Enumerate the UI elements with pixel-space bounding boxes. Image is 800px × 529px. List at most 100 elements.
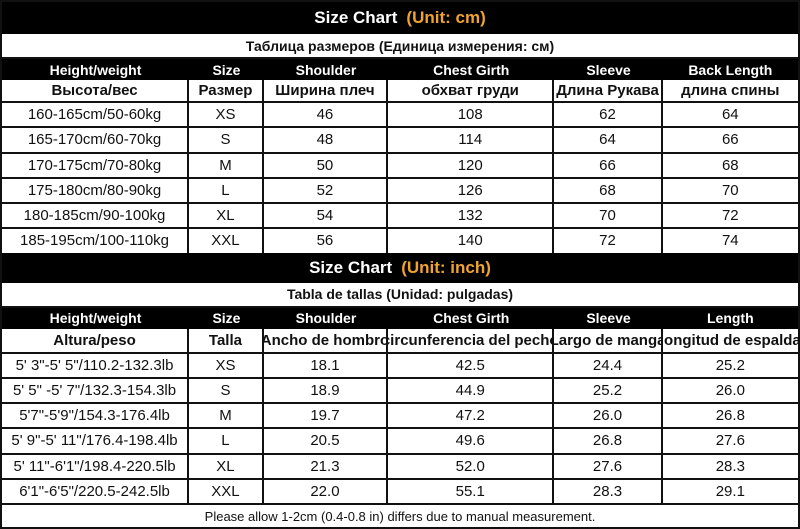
cm-col-header-ru-back-length: длина спины — [681, 82, 780, 99]
cell: L — [189, 178, 264, 202]
inch-title-text: Size Chart — [309, 257, 393, 277]
cell: 132 — [388, 204, 555, 228]
inch-col-header-length: Length — [706, 310, 754, 326]
table-row: 175-180cm/80-90kg L 52 126 68 70 — [2, 178, 798, 204]
cm-col-header-shoulder: Shoulder — [295, 61, 357, 78]
cm-col-header-ru-size: Размер — [189, 80, 264, 101]
cell: 120 — [388, 153, 555, 177]
cell: 126 — [388, 178, 555, 202]
cell: 64 — [554, 128, 663, 152]
inch-col-header-es-length: longitud de espalda — [662, 331, 798, 349]
cell: 26.0 — [554, 404, 663, 428]
table-row: 165-170cm/60-70kg S 48 114 64 66 — [2, 128, 798, 154]
cm-subtitle-ru: Таблица размеров (Единица измерения: см) — [2, 34, 798, 59]
cell: 28.3 — [554, 479, 663, 503]
inch-header-row-en: Height/weight Size Shoulder Chest Girth … — [2, 307, 798, 329]
cell: 26.8 — [554, 429, 663, 453]
cell: 180-185cm/90-100kg — [2, 204, 190, 228]
cell: 47.2 — [388, 404, 555, 428]
inch-header-row-es: Altura/peso Talla Ancho de hombro circun… — [2, 328, 798, 354]
cell: 5' 5" -5' 7"/132.3-154.3lb — [2, 378, 190, 402]
cm-col-header-size: Size — [212, 61, 241, 78]
inch-col-header-es-sleeve: Largo de manga — [554, 328, 663, 352]
cell: 54 — [264, 204, 389, 228]
cell: 6'1"-6'5"/220.5-242.5lb — [2, 479, 190, 503]
table-row: 5' 3"-5' 5"/110.2-132.3lb XS 18.1 42.5 2… — [2, 353, 798, 379]
cell: 52.0 — [388, 454, 555, 478]
cell: 19.7 — [264, 404, 389, 428]
cell: 21.3 — [264, 454, 389, 478]
cell: 74 — [721, 232, 739, 250]
inch-table-body: 5' 3"-5' 5"/110.2-132.3lb XS 18.1 42.5 2… — [2, 353, 798, 503]
cell: 56 — [264, 229, 389, 253]
inch-col-header-sleeve: Sleeve — [586, 310, 631, 326]
cell: 49.6 — [388, 429, 555, 453]
cell: 50 — [264, 153, 389, 177]
inch-col-header-height-weight: Height/weight — [49, 310, 142, 326]
cm-header-row-en: Height/weight Size Shoulder Chest Girth … — [2, 59, 798, 80]
cm-table-body: 160-165cm/50-60kg XS 46 108 62 64 165-17… — [2, 103, 798, 253]
cell: 27.6 — [554, 454, 663, 478]
cm-title-bar: Size Chart (Unit: cm) — [2, 2, 798, 34]
cell: 5' 11"-6'1"/198.4-220.5lb — [2, 454, 190, 478]
cell: 140 — [388, 229, 555, 253]
cell: 66 — [721, 131, 739, 149]
inch-unit-label: (Unit: inch) — [401, 257, 491, 277]
cell: XXL — [189, 479, 264, 503]
cell: 18.9 — [264, 378, 389, 402]
cell: 66 — [554, 153, 663, 177]
cell: XL — [189, 454, 264, 478]
inch-subtitle-es: Tabla de tallas (Unidad: pulgadas) — [2, 282, 798, 308]
cell: 64 — [721, 106, 739, 124]
inch-col-header-es-shoulder: Ancho de hombro — [264, 328, 389, 352]
cell: 18.1 — [264, 353, 389, 377]
cell: 68 — [721, 156, 739, 174]
table-row: 160-165cm/50-60kg XS 46 108 62 64 — [2, 103, 798, 129]
cell: 72 — [554, 229, 663, 253]
cell: 48 — [264, 128, 389, 152]
table-row: 5' 5" -5' 7"/132.3-154.3lb S 18.9 44.9 2… — [2, 378, 798, 404]
table-row: 5'7"-5'9"/154.3-176.4lb M 19.7 47.2 26.0… — [2, 404, 798, 430]
cell: L — [189, 429, 264, 453]
cell: XL — [189, 204, 264, 228]
measurement-note: Please allow 1-2cm (0.4-0.8 in) differs … — [2, 503, 798, 527]
cell: 62 — [554, 103, 663, 127]
cell: 68 — [554, 178, 663, 202]
cm-col-header-chest-girth: Chest Girth — [433, 61, 510, 78]
cm-unit-label: (Unit: cm) — [406, 8, 486, 27]
cell: 25.2 — [715, 356, 745, 374]
cell: S — [189, 128, 264, 152]
cell: 170-175cm/70-80kg — [2, 153, 190, 177]
inch-col-header-size: Size — [212, 310, 241, 326]
cell: 5' 9"-5' 11"/176.4-198.4lb — [2, 429, 190, 453]
table-row: 180-185cm/90-100kg XL 54 132 70 72 — [2, 204, 798, 230]
cm-col-header-sleeve: Sleeve — [586, 61, 631, 78]
table-row: 185-195cm/100-110kg XXL 56 140 72 74 — [2, 229, 798, 253]
cell: 175-180cm/80-90kg — [2, 178, 190, 202]
cell: 26.8 — [715, 407, 745, 425]
cm-col-header-back-length: Back Length — [688, 61, 773, 78]
cell: 108 — [388, 103, 555, 127]
cm-col-header-ru-sleeve: Длина Рукава — [554, 80, 663, 101]
cell: 52 — [264, 178, 389, 202]
cell: 5' 3"-5' 5"/110.2-132.3lb — [2, 353, 190, 377]
table-row: 5' 11"-6'1"/198.4-220.5lb XL 21.3 52.0 2… — [2, 454, 798, 480]
cell: 28.3 — [715, 457, 745, 475]
cell: 42.5 — [388, 353, 555, 377]
cm-col-header-height-weight: Height/weight — [49, 61, 142, 78]
cell: S — [189, 378, 264, 402]
inch-title-bar: Size Chart (Unit: inch) — [2, 252, 798, 283]
cm-title-text: Size Chart — [314, 8, 398, 27]
cell: 22.0 — [264, 479, 389, 503]
table-row: 6'1"-6'5"/220.5-242.5lb XXL 22.0 55.1 28… — [2, 479, 798, 503]
cell: 26.0 — [715, 381, 745, 399]
cell: 55.1 — [388, 479, 555, 503]
cell: 114 — [388, 128, 555, 152]
cell: 24.4 — [554, 353, 663, 377]
cell: 44.9 — [388, 378, 555, 402]
inch-col-header-es-size: Talla — [189, 328, 264, 352]
cell: M — [189, 404, 264, 428]
cell: 46 — [264, 103, 389, 127]
table-row: 5' 9"-5' 11"/176.4-198.4lb L 20.5 49.6 2… — [2, 429, 798, 455]
cm-header-row-ru: Высота/вес Размер Ширина плеч обхват гру… — [2, 80, 798, 103]
